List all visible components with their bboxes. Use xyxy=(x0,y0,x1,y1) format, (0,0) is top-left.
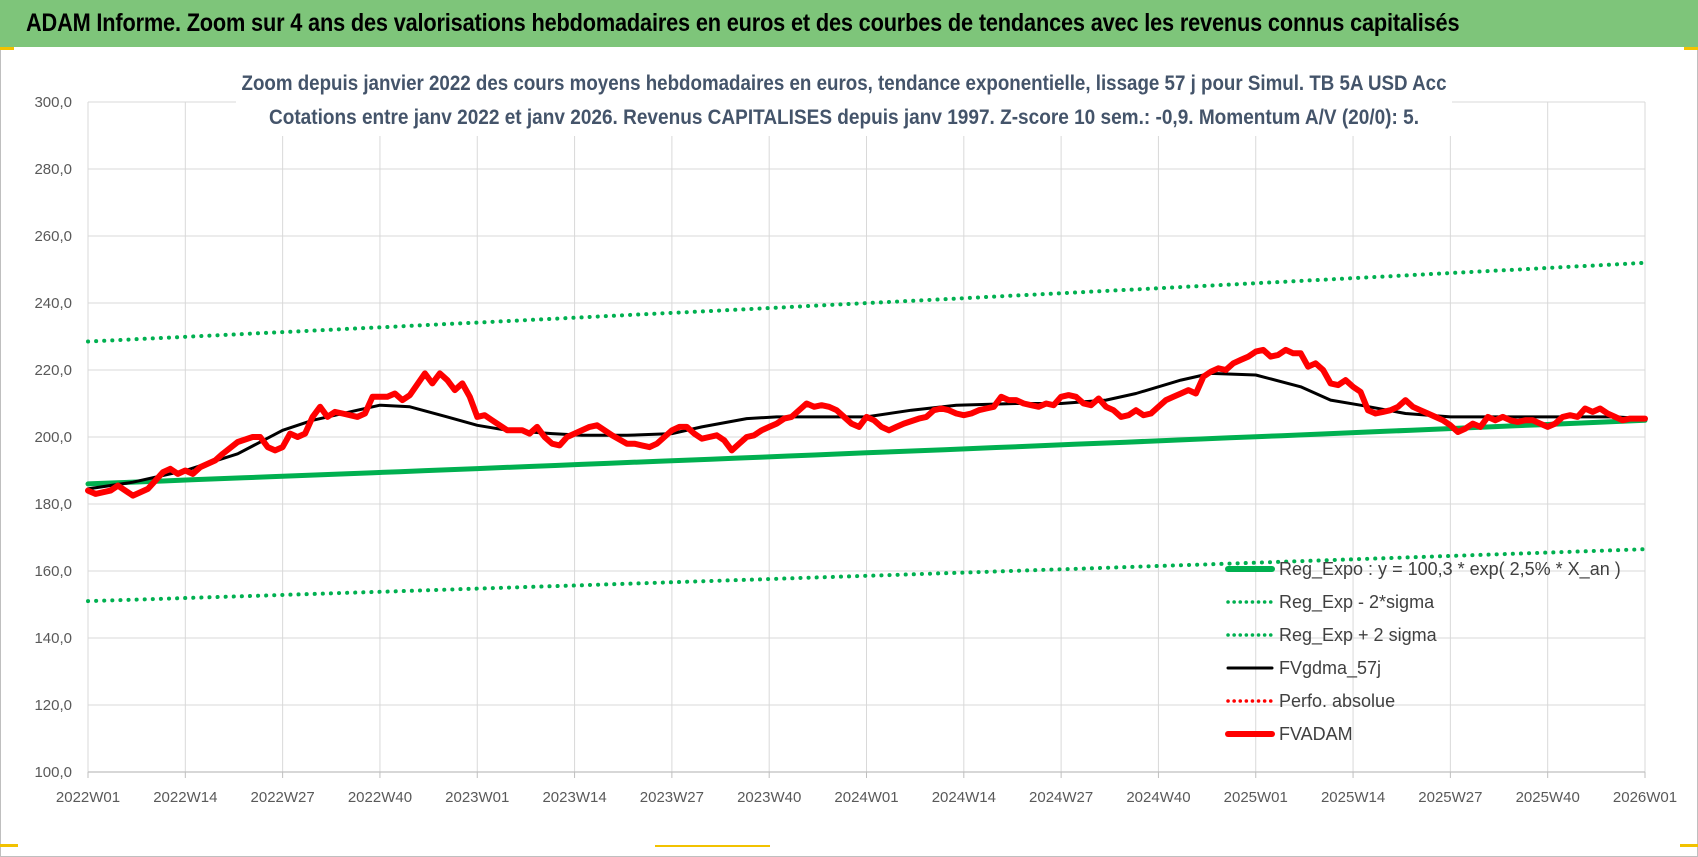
x-tick-label: 2022W40 xyxy=(348,789,412,806)
x-tick-label: 2025W01 xyxy=(1224,789,1288,806)
y-tick-label: 240,0 xyxy=(34,295,72,312)
grid-lines xyxy=(87,101,1646,778)
x-tick-label: 2026W01 xyxy=(1613,789,1677,806)
bottom-mark-right xyxy=(1680,844,1698,847)
y-tick-label: 160,0 xyxy=(34,563,72,580)
x-tick-label: 2022W27 xyxy=(251,789,315,806)
x-tick-label: 2025W40 xyxy=(1516,789,1580,806)
x-tick-label: 2025W14 xyxy=(1321,789,1385,806)
x-tick-label: 2024W01 xyxy=(834,789,898,806)
series-line-2 xyxy=(86,260,1647,344)
y-tick-label: 120,0 xyxy=(34,697,72,714)
y-tick-label: 280,0 xyxy=(34,161,72,178)
chart-title-line-2: Cotations entre janv 2022 et janv 2026. … xyxy=(269,106,1419,129)
y-tick-label: 180,0 xyxy=(34,496,72,513)
header-banner: ADAM Informe. Zoom sur 4 ans des valoris… xyxy=(0,0,1698,47)
series-line-0 xyxy=(85,417,1648,487)
corner-mark-right xyxy=(1684,47,1698,50)
bottom-mark-mid xyxy=(655,845,770,847)
y-tick-label: 100,0 xyxy=(34,764,72,781)
y-tick-label: 140,0 xyxy=(34,630,72,647)
x-tick-label: 2024W14 xyxy=(932,789,996,806)
x-tick-label: 2023W14 xyxy=(542,789,606,806)
y-axis-ticks: 100,0 120,0 140,0 160,0 180,0 200,0 220,0 240,0… xyxy=(34,94,72,781)
y-tick-label: 220,0 xyxy=(34,362,72,379)
legend-label: Reg_Exp + 2 sigma xyxy=(1279,625,1438,646)
corner-mark-left xyxy=(0,47,14,50)
legend-label: Reg_Exp - 2*sigma xyxy=(1279,592,1435,613)
chart-legend: Reg_Expo : y = 100,3 * exp( 2,5% * X_an … xyxy=(1225,559,1621,744)
x-tick-label: 2023W27 xyxy=(640,789,704,806)
legend-label: Perfo. absolue xyxy=(1279,691,1395,711)
y-tick-label: 300,0 xyxy=(34,94,72,111)
bottom-mark-left xyxy=(0,844,18,847)
x-tick-label: 2024W27 xyxy=(1029,789,1093,806)
series-line-4 xyxy=(85,346,1648,499)
x-tick-label: 2023W01 xyxy=(445,789,509,806)
series-line-3 xyxy=(86,371,1647,491)
chart-series xyxy=(85,260,1648,604)
x-tick-label: 2025W27 xyxy=(1418,789,1482,806)
legend-label: FVADAM xyxy=(1279,724,1353,744)
y-tick-label: 200,0 xyxy=(34,429,72,446)
chart-title-line-1: Zoom depuis janvier 2022 des cours moyen… xyxy=(242,72,1447,95)
chart-title-background xyxy=(236,64,1452,136)
legend-label: FVgdma_57j xyxy=(1279,658,1381,679)
x-tick-label: 2022W01 xyxy=(56,789,120,806)
y-tick-label: 260,0 xyxy=(34,228,72,245)
x-tick-label: 2022W14 xyxy=(153,789,217,806)
series-line-1 xyxy=(86,547,1647,604)
x-axis-ticks: 2022W01 2022W14 2022W27 2022W40 2023W01 2023W… xyxy=(56,789,1677,806)
page-title: ADAM Informe. Zoom sur 4 ans des valoris… xyxy=(26,9,1460,37)
legend-label: Reg_Expo : y = 100,3 * exp( 2,5% * X_an … xyxy=(1279,559,1621,580)
x-tick-label: 2024W40 xyxy=(1126,789,1190,806)
x-tick-label: 2023W40 xyxy=(737,789,801,806)
